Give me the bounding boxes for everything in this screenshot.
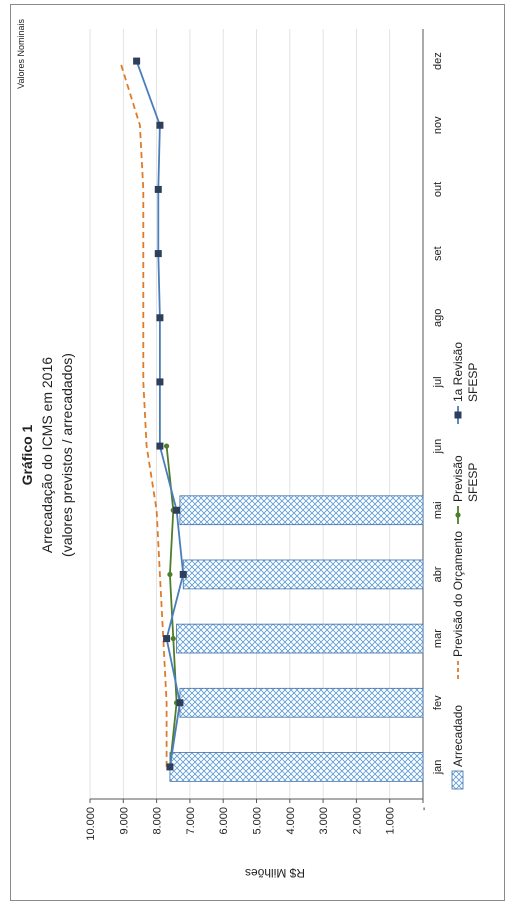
x-tick-label: jul <box>432 376 444 388</box>
point-1a-revis-o-sfesp <box>133 57 141 65</box>
point-1a-revis-o-sfesp <box>156 121 164 129</box>
x-tick-label: jun <box>432 439 444 455</box>
y-tick-label: 10.000 <box>85 807 97 841</box>
gridlines <box>89 29 391 799</box>
point-1a-revis-o-sfesp <box>156 442 164 450</box>
y-tick-label: 9.000 <box>118 807 130 835</box>
point-1a-revis-o-sfesp <box>156 378 164 386</box>
legend-label-1a-revis-o-sfesp-line2: SFESP <box>466 363 480 402</box>
bar-mar <box>176 623 424 654</box>
series-lines <box>119 57 187 771</box>
line-1a-revis-o-sfesp <box>135 60 185 768</box>
point-1a-revis-o-sfesp <box>176 699 184 707</box>
bar-abr <box>182 559 424 590</box>
point-previs-o-sfesp <box>167 571 173 578</box>
x-tick-label: fev <box>432 695 444 710</box>
point-1a-revis-o-sfesp <box>163 635 171 643</box>
chart-subtitle-2: (valores previstos / arrecadados) <box>59 353 75 557</box>
x-tick-label: abr <box>432 566 444 582</box>
x-tick-label: ago <box>432 309 444 327</box>
legend-label-1a-revis-o-sfesp: 1a Revisão <box>451 342 465 402</box>
point-1a-revis-o-sfesp <box>156 314 164 322</box>
y-tick-label: 2.000 <box>351 807 363 835</box>
legend-marker-previs-o-sfesp <box>455 512 461 518</box>
y-tick-label: 8.000 <box>152 807 164 835</box>
legend-label-previs-o-sfesp: Previsão <box>451 455 465 502</box>
y-axis: - 1.000 2.000 3.000 4.000 5.000 6.000 7.000 8.00… <box>85 798 430 841</box>
legend-label-previs-o-do-or-amento: Previsão do Orçamento <box>451 531 465 657</box>
y-axis-title: R$ Milhões <box>245 866 305 880</box>
point-1a-revis-o-sfesp <box>179 570 187 578</box>
point-1a-revis-o-sfesp <box>166 763 174 771</box>
x-tick-label: mai <box>432 501 444 519</box>
bar-jan <box>169 752 424 782</box>
line-previs-o-do-or-amento <box>119 60 168 767</box>
x-tick-label: out <box>432 182 444 197</box>
x-axis: jan fev mar abr mai jun jul ago set out nov dez <box>422 29 444 799</box>
legend-marker-1a-revis-o-sfesp <box>454 411 462 419</box>
bars-arrecadado <box>169 495 424 782</box>
x-tick-label: mar <box>432 629 444 648</box>
corner-note: Valores Nominais <box>16 19 26 89</box>
legend-label-arrecadado: Arrecadado <box>451 705 465 767</box>
legend-swatch-arrecadado <box>451 770 464 790</box>
point-1a-revis-o-sfesp <box>173 506 181 514</box>
y-tick-label: - <box>418 807 430 811</box>
y-tick-label: 4.000 <box>285 807 297 835</box>
x-tick-label: dez <box>432 52 444 70</box>
y-tick-label: 1.000 <box>385 807 397 835</box>
point-previs-o-sfesp <box>163 443 170 449</box>
point-1a-revis-o-sfesp <box>154 250 162 258</box>
y-tick-label: 7.000 <box>185 807 197 835</box>
x-tick-label: jan <box>432 760 444 776</box>
y-tick-label: 6.000 <box>218 807 230 835</box>
x-tick-label: nov <box>432 116 444 134</box>
bar-fev <box>179 687 424 718</box>
point-previs-o-sfesp <box>170 635 176 642</box>
line-previs-o-sfesp <box>165 446 178 767</box>
point-1a-revis-o-sfesp <box>154 185 162 193</box>
chart-title: Gráfico 1 <box>19 424 35 485</box>
chart-subtitle-1: Arrecadação do ICMS em 2016 <box>39 357 55 553</box>
y-tick-label: 5.000 <box>252 807 264 835</box>
legend-label-previs-o-sfesp-line2: SFESP <box>466 463 480 502</box>
x-tick-label: set <box>432 246 444 261</box>
y-tick-label: 3.000 <box>318 807 330 835</box>
bar-mai <box>179 495 424 526</box>
